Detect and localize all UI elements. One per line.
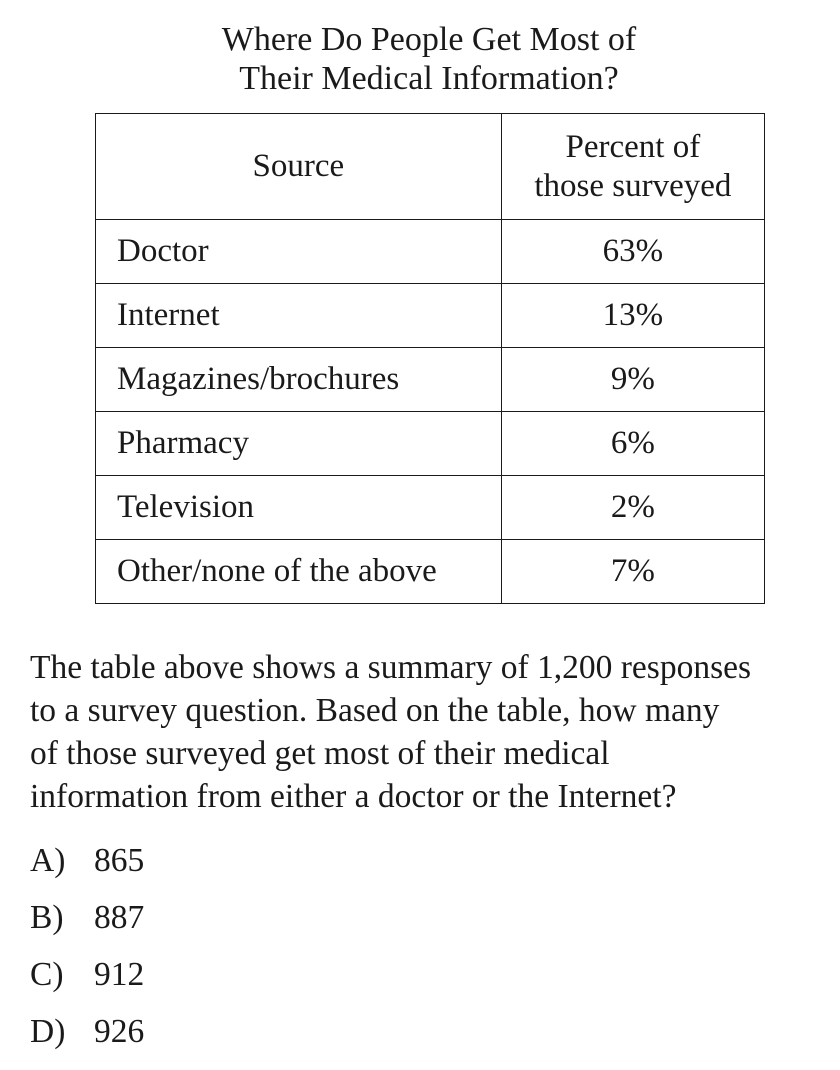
choice-value: 912 (94, 956, 145, 993)
table-row: Magazines/brochures 9% (95, 347, 766, 412)
choice-value: 887 (94, 899, 145, 936)
question-line-4: information from either a doctor or the … (30, 778, 677, 815)
source-cell: Television (95, 475, 502, 540)
choice-letter: B) (30, 899, 64, 936)
title-line-2: Their Medical Information? (239, 60, 619, 97)
table-row: Doctor 63% (95, 219, 766, 284)
table-row: Other/none of the above 7% (95, 539, 766, 604)
header-percent-line-2: those surveyed (534, 167, 732, 204)
table-row: Internet 13% (95, 283, 766, 348)
choice-letter: C) (30, 956, 64, 993)
header-source: Source (95, 113, 502, 220)
table-header-row: Source Percent of those surveyed (95, 113, 766, 220)
title-line-1: Where Do People Get Most of (221, 21, 637, 58)
question-text: The table above shows a summary of 1,200… (30, 646, 838, 818)
percent-cell: 6% (500, 411, 766, 476)
source-cell: Magazines/brochures (95, 347, 502, 412)
choice-letter: D) (30, 1013, 66, 1050)
percent-cell: 7% (500, 539, 766, 604)
percent-cell: 63% (500, 219, 766, 284)
source-cell: Other/none of the above (95, 539, 502, 604)
answer-choices: A) 865 B) 887 C) 912 D) 926 (30, 838, 144, 1066)
header-percent: Percent of those surveyed (500, 113, 766, 220)
table-row: Television 2% (95, 475, 766, 540)
percent-cell: 2% (500, 475, 766, 540)
choice-c[interactable]: C) 912 (30, 952, 144, 1009)
survey-table: Source Percent of those surveyed Doctor … (95, 113, 766, 604)
question-line-1: The table above shows a summary of 1,200… (30, 649, 752, 686)
question-line-2: to a survey question. Based on the table… (30, 692, 720, 729)
source-cell: Doctor (95, 219, 502, 284)
choice-d[interactable]: D) 926 (30, 1009, 144, 1066)
choice-b[interactable]: B) 887 (30, 895, 144, 952)
percent-cell: 9% (500, 347, 766, 412)
table-title: Where Do People Get Most of Their Medica… (0, 20, 840, 98)
percent-cell: 13% (500, 283, 766, 348)
choice-letter: A) (30, 842, 66, 879)
source-cell: Pharmacy (95, 411, 502, 476)
header-percent-line-1: Percent of (565, 128, 701, 165)
source-cell: Internet (95, 283, 502, 348)
question-line-3: of those surveyed get most of their medi… (30, 735, 610, 772)
choice-value: 865 (94, 842, 145, 879)
choice-value: 926 (94, 1013, 145, 1050)
choice-a[interactable]: A) 865 (30, 838, 144, 895)
table-row: Pharmacy 6% (95, 411, 766, 476)
